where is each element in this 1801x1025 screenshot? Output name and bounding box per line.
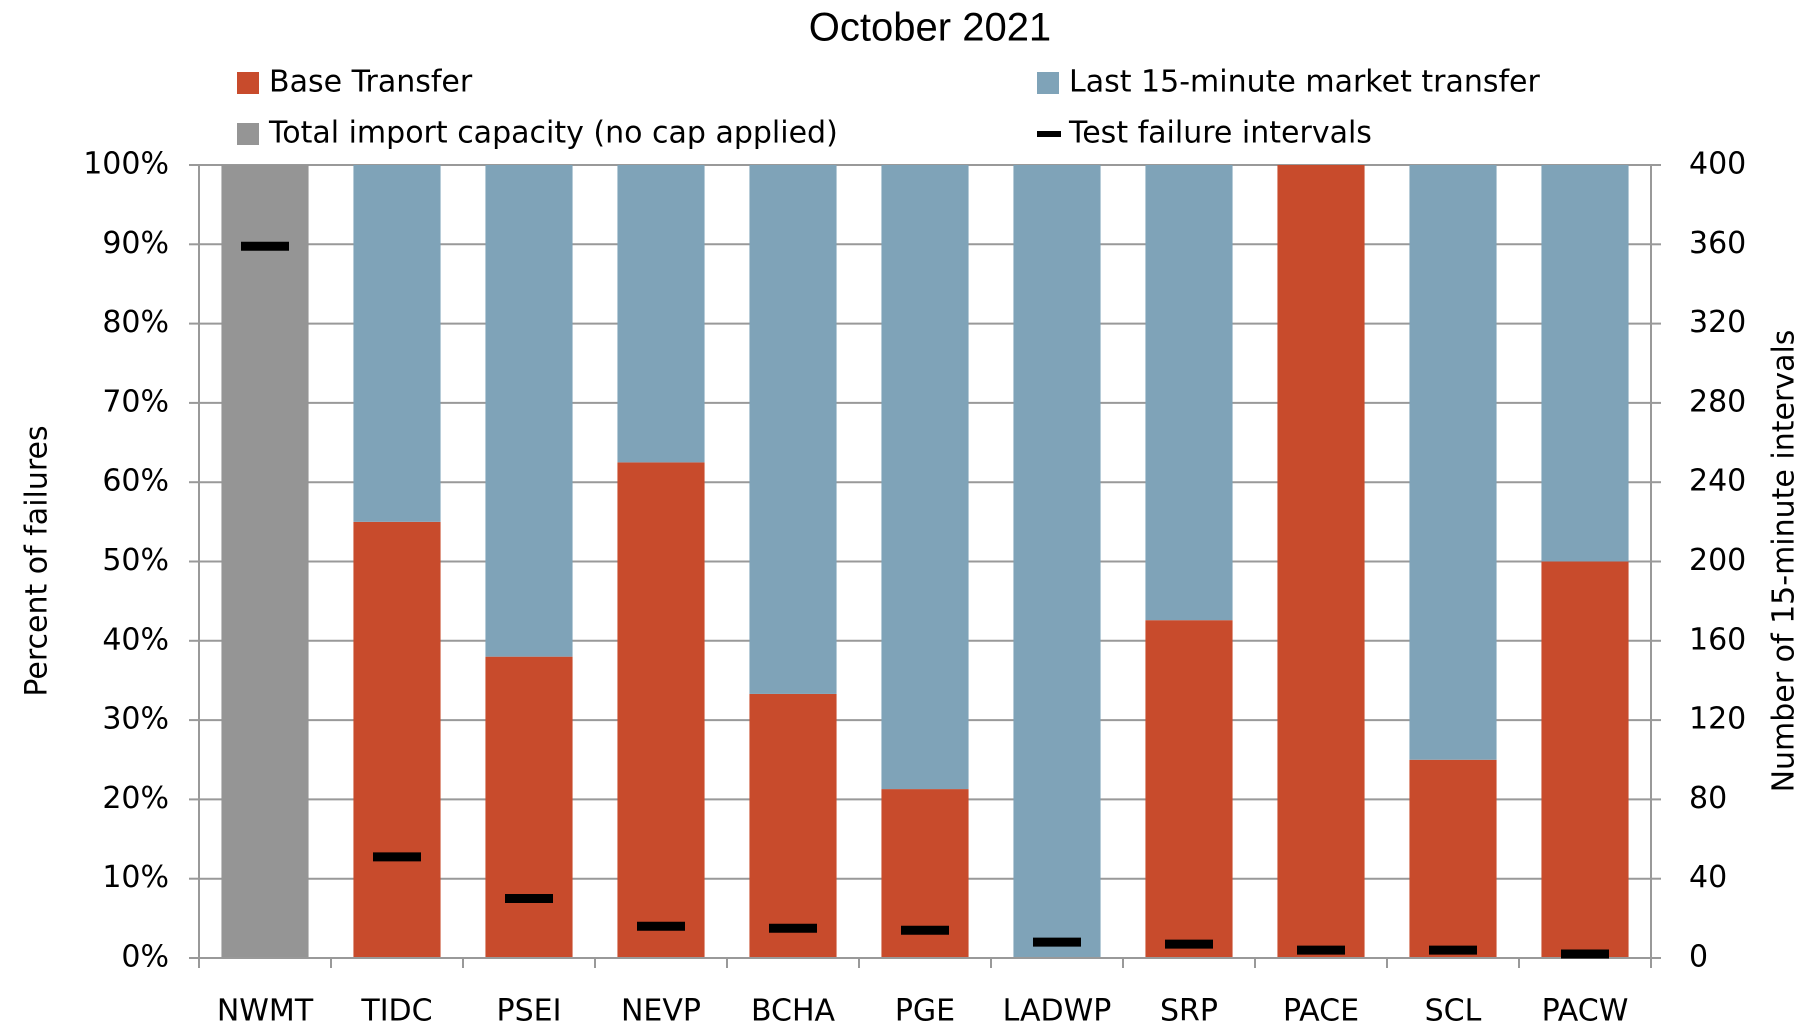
y-tick-label: 90%: [102, 226, 169, 261]
bar-segment: [1145, 165, 1233, 621]
bar-segment: [617, 462, 705, 958]
bar-segment: [353, 165, 441, 522]
bar-segment: [1541, 165, 1629, 562]
bar-segment: [617, 165, 705, 463]
bar-segment: [1541, 561, 1629, 958]
bar-segment: [1277, 165, 1365, 958]
x-tick-label: BCHA: [751, 994, 836, 1025]
y2-tick-label: 360: [1689, 226, 1746, 261]
bar-segment: [485, 165, 573, 657]
y-tick-label: 20%: [102, 781, 169, 816]
bar-segment: [1145, 620, 1233, 958]
y2-tick-label: 200: [1689, 543, 1746, 578]
x-tick-label: PSEI: [497, 994, 562, 1025]
y-tick-label: 0%: [121, 940, 169, 975]
y2-tick-label: 240: [1689, 464, 1746, 499]
x-tick-label: PGE: [895, 994, 955, 1025]
legend-swatch: [1037, 72, 1059, 94]
y2-tick-label: 320: [1689, 305, 1746, 340]
y2-tick-label: 280: [1689, 384, 1746, 419]
bar-segment: [485, 656, 573, 958]
x-tick-label: NEVP: [621, 994, 701, 1025]
bar-segment: [749, 165, 837, 694]
legend-label: Base Transfer: [269, 65, 473, 100]
y2-tick-label: 80: [1689, 781, 1727, 816]
y-tick-label: 100%: [83, 147, 169, 182]
legend-swatch: [237, 72, 259, 94]
y-tick-label: 10%: [102, 860, 169, 895]
x-tick-label: SRP: [1160, 994, 1218, 1025]
x-tick-label: LADWP: [1003, 994, 1112, 1025]
y-tick-label: 70%: [102, 384, 169, 419]
y-tick-label: 80%: [102, 305, 169, 340]
bar-segment: [749, 693, 837, 958]
y2-tick-label: 160: [1689, 622, 1746, 657]
legend-label: Total import capacity (no cap applied): [268, 116, 838, 151]
x-tick-label: NWMT: [217, 994, 314, 1025]
bar-segment: [1409, 759, 1497, 958]
bar-segment: [881, 165, 969, 790]
bar-segment: [1013, 165, 1101, 958]
y2-tick-label: 40: [1689, 860, 1727, 895]
legend-label: Last 15-minute market transfer: [1069, 65, 1541, 100]
x-tick-label: PACW: [1542, 994, 1629, 1025]
y2-tick-label: 120: [1689, 702, 1746, 737]
chart-title: October 2021: [809, 6, 1051, 50]
bar-segment: [221, 165, 309, 958]
y-tick-label: 50%: [102, 543, 169, 578]
legend-label: Test failure intervals: [1068, 116, 1372, 151]
legend-swatch: [237, 123, 259, 145]
y-tick-label: 30%: [102, 702, 169, 737]
y-tick-label: 60%: [102, 464, 169, 499]
y2-tick-label: 400: [1689, 147, 1746, 182]
bar-segment: [1409, 165, 1497, 760]
y2-axis-title: Number of 15-minute intervals: [1767, 330, 1801, 793]
x-tick-label: TIDC: [360, 994, 432, 1025]
x-tick-label: PACE: [1283, 994, 1359, 1025]
bar-segment: [353, 521, 441, 958]
y-axis-title: Percent of failures: [20, 425, 55, 696]
y2-tick-label: 0: [1689, 940, 1708, 975]
x-tick-label: SCL: [1425, 994, 1482, 1025]
y-tick-label: 40%: [102, 622, 169, 657]
